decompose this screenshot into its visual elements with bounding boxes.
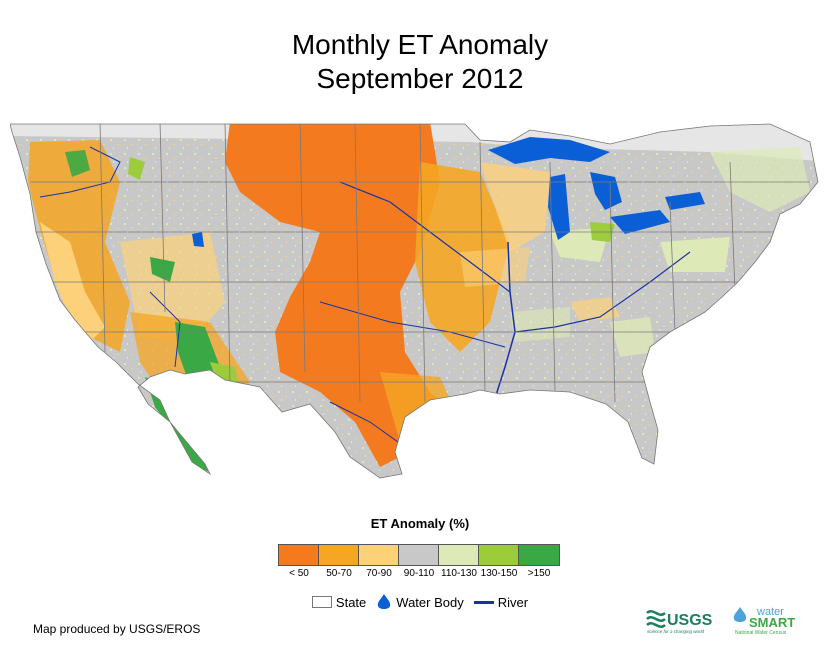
water-logo-text: water [756,606,784,618]
legend-swatch [439,545,479,565]
legend-swatch [399,545,439,565]
usgs-logo: USGS science for a changing world [646,610,713,634]
river-symbol [473,600,494,604]
watersmart-logo: water SMART National Water Census [733,606,795,636]
map-title: Monthly ET Anomaly [291,29,549,60]
water-body-icon [378,594,391,609]
legend-swatch [479,545,519,565]
legend-swatch [359,545,399,565]
color-ramp-labels: < 50 50-70 70-90 90-110 110-130 130-150 >150 [278,568,562,582]
map-key: State Water Body River [0,593,840,611]
state-key-label: State [335,594,367,610]
legend-swatch-label: 50-70 [326,568,352,579]
legend-swatch-label: 90-110 [403,568,435,579]
legend-swatch-label: >150 [527,568,551,579]
legend-title: ET Anomaly (%) [370,516,470,531]
smart-logo-text: SMART [749,615,795,630]
water-key: Water Body [376,593,464,611]
legend-swatch-label: 130-150 [480,568,518,579]
legend-swatch-label: 70-90 [366,568,392,579]
et-anomaly-map [10,123,819,479]
legend-swatch [279,545,319,565]
census-logo-text: National Water Census [735,630,787,636]
map-subtitle: September 2012 [316,63,524,94]
legend-swatch-label: < 50 [289,568,309,579]
state-symbol [311,596,332,608]
legend-swatch [319,545,359,565]
legend-swatch [519,545,559,565]
usgs-tagline: science for a changing world [647,629,705,634]
map-credit: Map produced by USGS/EROS [33,622,201,636]
river-key: River [473,594,529,610]
logos: USGS science for a changing world water … [646,606,795,636]
river-key-label: River [497,594,529,610]
usgs-logo-text: USGS [667,612,713,629]
legend-swatch-label: 110-130 [441,568,477,579]
water-key-label: Water Body [396,594,464,610]
state-key: State [311,594,367,610]
color-ramp [278,544,560,566]
